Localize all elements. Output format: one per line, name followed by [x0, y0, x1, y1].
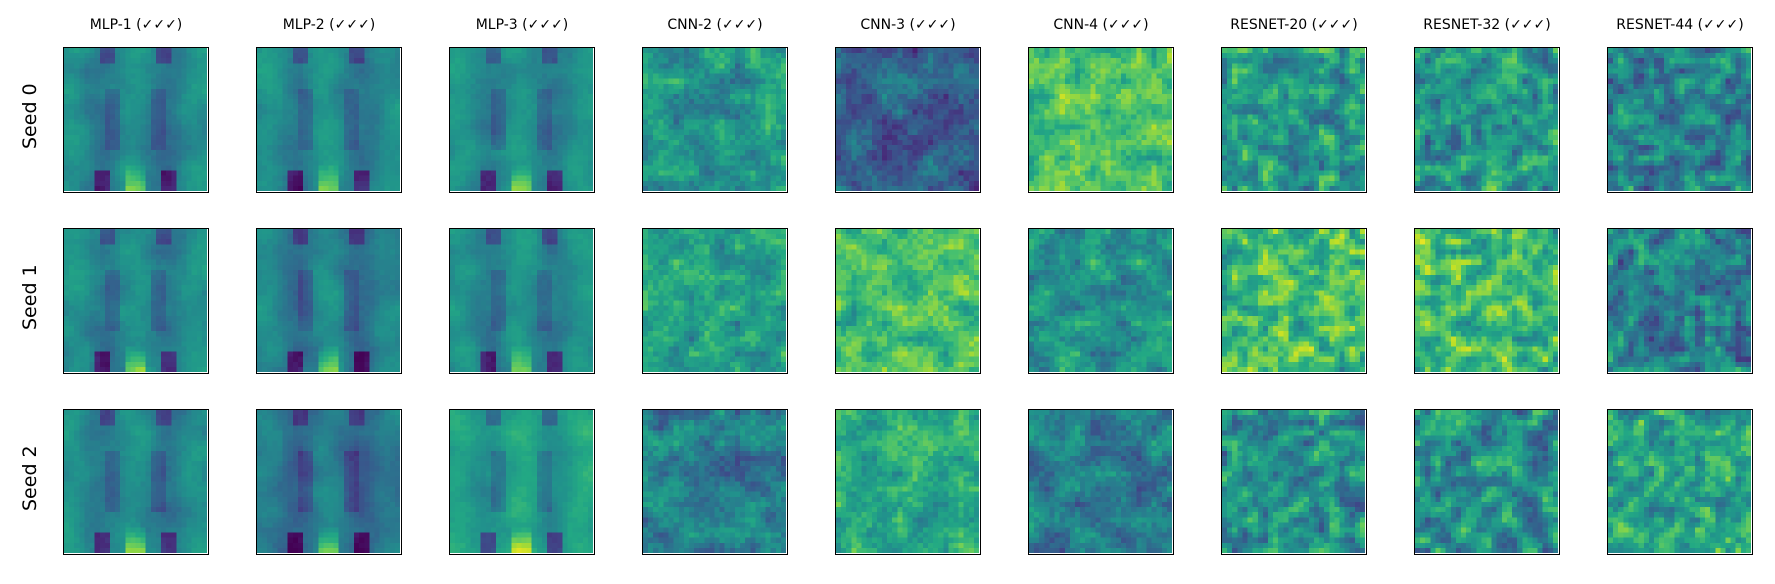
- heatmap-image: [643, 410, 786, 553]
- heatmap-cell: [449, 47, 595, 193]
- heatmap-image: [257, 48, 400, 191]
- heatmap-image: [1608, 410, 1751, 553]
- row-label: Seed 2: [19, 445, 41, 511]
- heatmap-image: [64, 48, 207, 191]
- column-title: RESNET-32 (✓✓✓): [1423, 17, 1550, 33]
- heatmap-image: [1415, 229, 1558, 372]
- heatmap-cell: [1028, 409, 1174, 555]
- heatmap-cell: [1221, 47, 1367, 193]
- heatmap-image: [1029, 229, 1172, 372]
- heatmap-image: [1608, 48, 1751, 191]
- row-label: Seed 1: [19, 264, 41, 330]
- heatmap-cell: [1607, 228, 1753, 374]
- heatmap-cell: [1221, 409, 1367, 555]
- heatmap-image: [643, 48, 786, 191]
- heatmap-cell: [1414, 228, 1560, 374]
- heatmap-image: [257, 410, 400, 553]
- heatmap-cell: [1607, 47, 1753, 193]
- heatmap-image: [64, 410, 207, 553]
- heatmap-image: [1029, 410, 1172, 553]
- column-title: CNN-2 (✓✓✓): [667, 17, 762, 33]
- heatmap-cell: [835, 409, 981, 555]
- heatmap-image: [1415, 48, 1558, 191]
- column-title: CNN-4 (✓✓✓): [1053, 17, 1148, 33]
- heatmap-cell: [1414, 47, 1560, 193]
- heatmap-image: [450, 48, 593, 191]
- column-title: RESNET-20 (✓✓✓): [1230, 17, 1357, 33]
- column-title: MLP-2 (✓✓✓): [283, 17, 376, 33]
- heatmap-image: [64, 229, 207, 372]
- heatmap-cell: [449, 228, 595, 374]
- heatmap-cell: [835, 47, 981, 193]
- heatmap-image: [643, 229, 786, 372]
- heatmap-cell: [642, 228, 788, 374]
- heatmap-cell: [256, 228, 402, 374]
- heatmap-image: [836, 48, 979, 191]
- heatmap-cell: [835, 228, 981, 374]
- heatmap-cell: [449, 409, 595, 555]
- heatmap-image: [450, 229, 593, 372]
- column-title: RESNET-44 (✓✓✓): [1616, 17, 1743, 33]
- heatmap-cell: [1028, 47, 1174, 193]
- heatmap-cell: [63, 47, 209, 193]
- heatmap-cell: [63, 228, 209, 374]
- heatmap-image: [257, 229, 400, 372]
- heatmap-image: [1222, 410, 1365, 553]
- heatmap-cell: [1221, 228, 1367, 374]
- column-title: CNN-3 (✓✓✓): [860, 17, 955, 33]
- column-title: MLP-3 (✓✓✓): [476, 17, 569, 33]
- heatmap-cell: [256, 47, 402, 193]
- heatmap-cell: [1607, 409, 1753, 555]
- heatmap-image: [1608, 229, 1751, 372]
- heatmap-cell: [63, 409, 209, 555]
- column-title: MLP-1 (✓✓✓): [90, 17, 183, 33]
- heatmap-cell: [1414, 409, 1560, 555]
- heatmap-image: [1029, 48, 1172, 191]
- heatmap-cell: [256, 409, 402, 555]
- heatmap-cell: [1028, 228, 1174, 374]
- heatmap-image: [1222, 229, 1365, 372]
- heatmap-image: [1415, 410, 1558, 553]
- heatmap-image: [450, 410, 593, 553]
- heatmap-image: [836, 410, 979, 553]
- heatmap-image: [1222, 48, 1365, 191]
- heatmap-cell: [642, 409, 788, 555]
- heatmap-cell: [642, 47, 788, 193]
- heatmap-image: [836, 229, 979, 372]
- row-label: Seed 0: [19, 83, 41, 149]
